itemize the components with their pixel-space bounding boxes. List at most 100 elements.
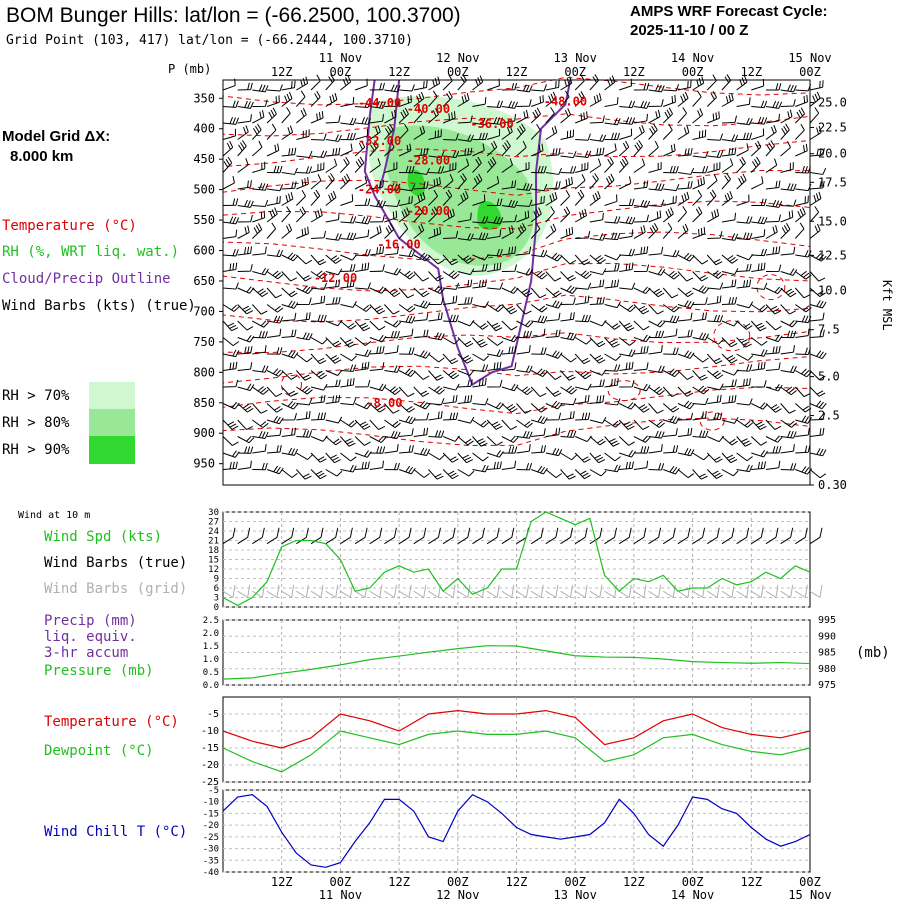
time-tick-label: 12Z: [740, 65, 762, 79]
kft-tick-label: 5.0: [818, 370, 840, 384]
wind-barb: [692, 385, 710, 395]
wind-barb: [487, 461, 502, 470]
wind-barb: [266, 270, 284, 280]
wind-barb: [795, 304, 812, 313]
windchill-tick-label: -15: [203, 809, 219, 819]
wind-barb: [633, 246, 649, 256]
wind-barb: [487, 198, 503, 206]
wind-barb: [618, 156, 629, 173]
pressure-tick-label: 900: [193, 426, 215, 440]
wind-barb: [442, 337, 460, 345]
wind-barb: [311, 230, 327, 239]
temperature-tick-label: -20: [201, 760, 219, 771]
wind-barb: [413, 191, 426, 206]
wind-barbs-grid-label: Wind Barbs (grid): [44, 581, 188, 597]
wind-barb: [736, 398, 753, 406]
wind-barb: [780, 287, 797, 298]
wind-barb: [545, 91, 557, 107]
wind-barb: [589, 320, 607, 327]
wind-barb: [677, 223, 689, 239]
wind-barb: [369, 199, 386, 208]
wind-barb: [633, 180, 649, 190]
wind-barb: [222, 436, 239, 446]
wind-barb: [296, 108, 307, 124]
wind-barb: [266, 403, 283, 413]
wind-barb: [692, 129, 707, 140]
wind-barb: [457, 173, 467, 190]
wind-barb: [311, 314, 327, 323]
wind-barb: [809, 271, 826, 282]
wind-barb: [765, 100, 783, 109]
wind-barb: [443, 162, 457, 173]
wind-tick-label: 6: [214, 584, 219, 594]
wind-barb: [340, 337, 356, 348]
wind-barb: [501, 460, 517, 470]
wind-barb: [501, 304, 518, 315]
wind-barb: [266, 95, 280, 107]
wind-barb: [501, 82, 518, 91]
wind-barb: [266, 143, 280, 157]
wind-barb: [472, 301, 489, 309]
wind-barb-true: [618, 527, 632, 545]
wind-barb: [325, 296, 341, 305]
wind-barb: [619, 78, 633, 91]
wind-barb: [589, 416, 607, 424]
wind-barb: [780, 463, 797, 471]
wind-barb: [794, 107, 806, 124]
wind-barb: [310, 370, 328, 380]
wind-barb: [355, 282, 371, 290]
wind-barb: [266, 465, 284, 475]
wind-barb-true: [428, 527, 441, 545]
wind-barb: [736, 194, 750, 206]
wind-barb: [486, 436, 503, 446]
wind-barb: [545, 329, 561, 338]
temperature-contour: [607, 380, 641, 402]
wind-barb-true: [325, 527, 339, 545]
wind-barb: [663, 315, 680, 324]
wind-barb: [399, 195, 413, 206]
wind-barb-true: [707, 527, 720, 545]
wind-barb-grid: [604, 584, 618, 598]
wind-barb: [589, 279, 605, 289]
wind-barb: [266, 368, 284, 377]
wind-barb: [721, 254, 738, 264]
legend-cloud: Cloud/Precip Outline: [2, 271, 171, 287]
wind-barb: [222, 361, 238, 371]
wind-barb: [545, 147, 561, 157]
wind-barb: [721, 74, 732, 91]
wind-barb: [487, 128, 501, 140]
wind-barb: [443, 282, 460, 290]
wind-barb: [516, 444, 531, 454]
wind-barb: [398, 465, 416, 475]
wind-barb: [369, 214, 385, 223]
wind-barb-true: [751, 527, 764, 545]
time-tick-label: 12Z: [388, 65, 410, 79]
wind-barb: [751, 262, 766, 272]
kft-tick-label: 15.0: [818, 214, 847, 228]
pressure-tick-label: 650: [193, 274, 215, 288]
wind-barb: [736, 75, 748, 91]
wind-barb: [428, 226, 442, 239]
wind-barb: [355, 100, 371, 108]
wind-barb: [399, 328, 414, 338]
wind-barb: [296, 206, 306, 223]
windchill-tick-label: -30: [203, 845, 219, 855]
wind-barb: [501, 225, 514, 239]
wind-barb: [281, 312, 297, 322]
wind-barb: [706, 91, 717, 107]
wind-barb: [369, 446, 386, 454]
wind-barb: [736, 156, 746, 173]
kft-tick-label: 25.0: [818, 96, 847, 110]
wind-barb: [384, 99, 400, 107]
wind-speed-line: [222, 511, 811, 607]
wind-barb: [237, 214, 253, 223]
wind-barb-true: [692, 527, 706, 545]
wind-barb: [252, 444, 267, 454]
wind-barb: [428, 452, 446, 461]
wind-barb: [589, 134, 607, 142]
precip-accum-label: 3-hr accum: [44, 645, 129, 661]
wind-barb: [486, 450, 504, 458]
wind-barb: [604, 398, 621, 406]
wind-barb-grid: [486, 584, 500, 598]
wind-barb: [633, 419, 650, 430]
